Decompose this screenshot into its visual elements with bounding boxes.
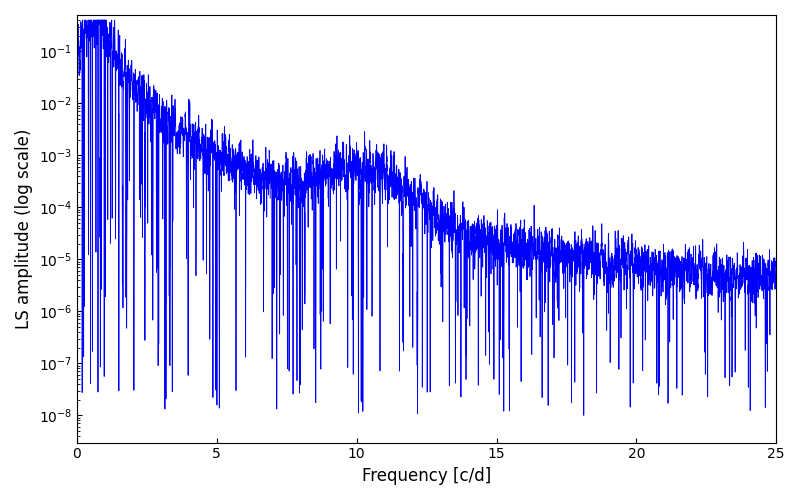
Y-axis label: LS amplitude (log scale): LS amplitude (log scale) <box>15 128 33 329</box>
X-axis label: Frequency [c/d]: Frequency [c/d] <box>362 467 491 485</box>
